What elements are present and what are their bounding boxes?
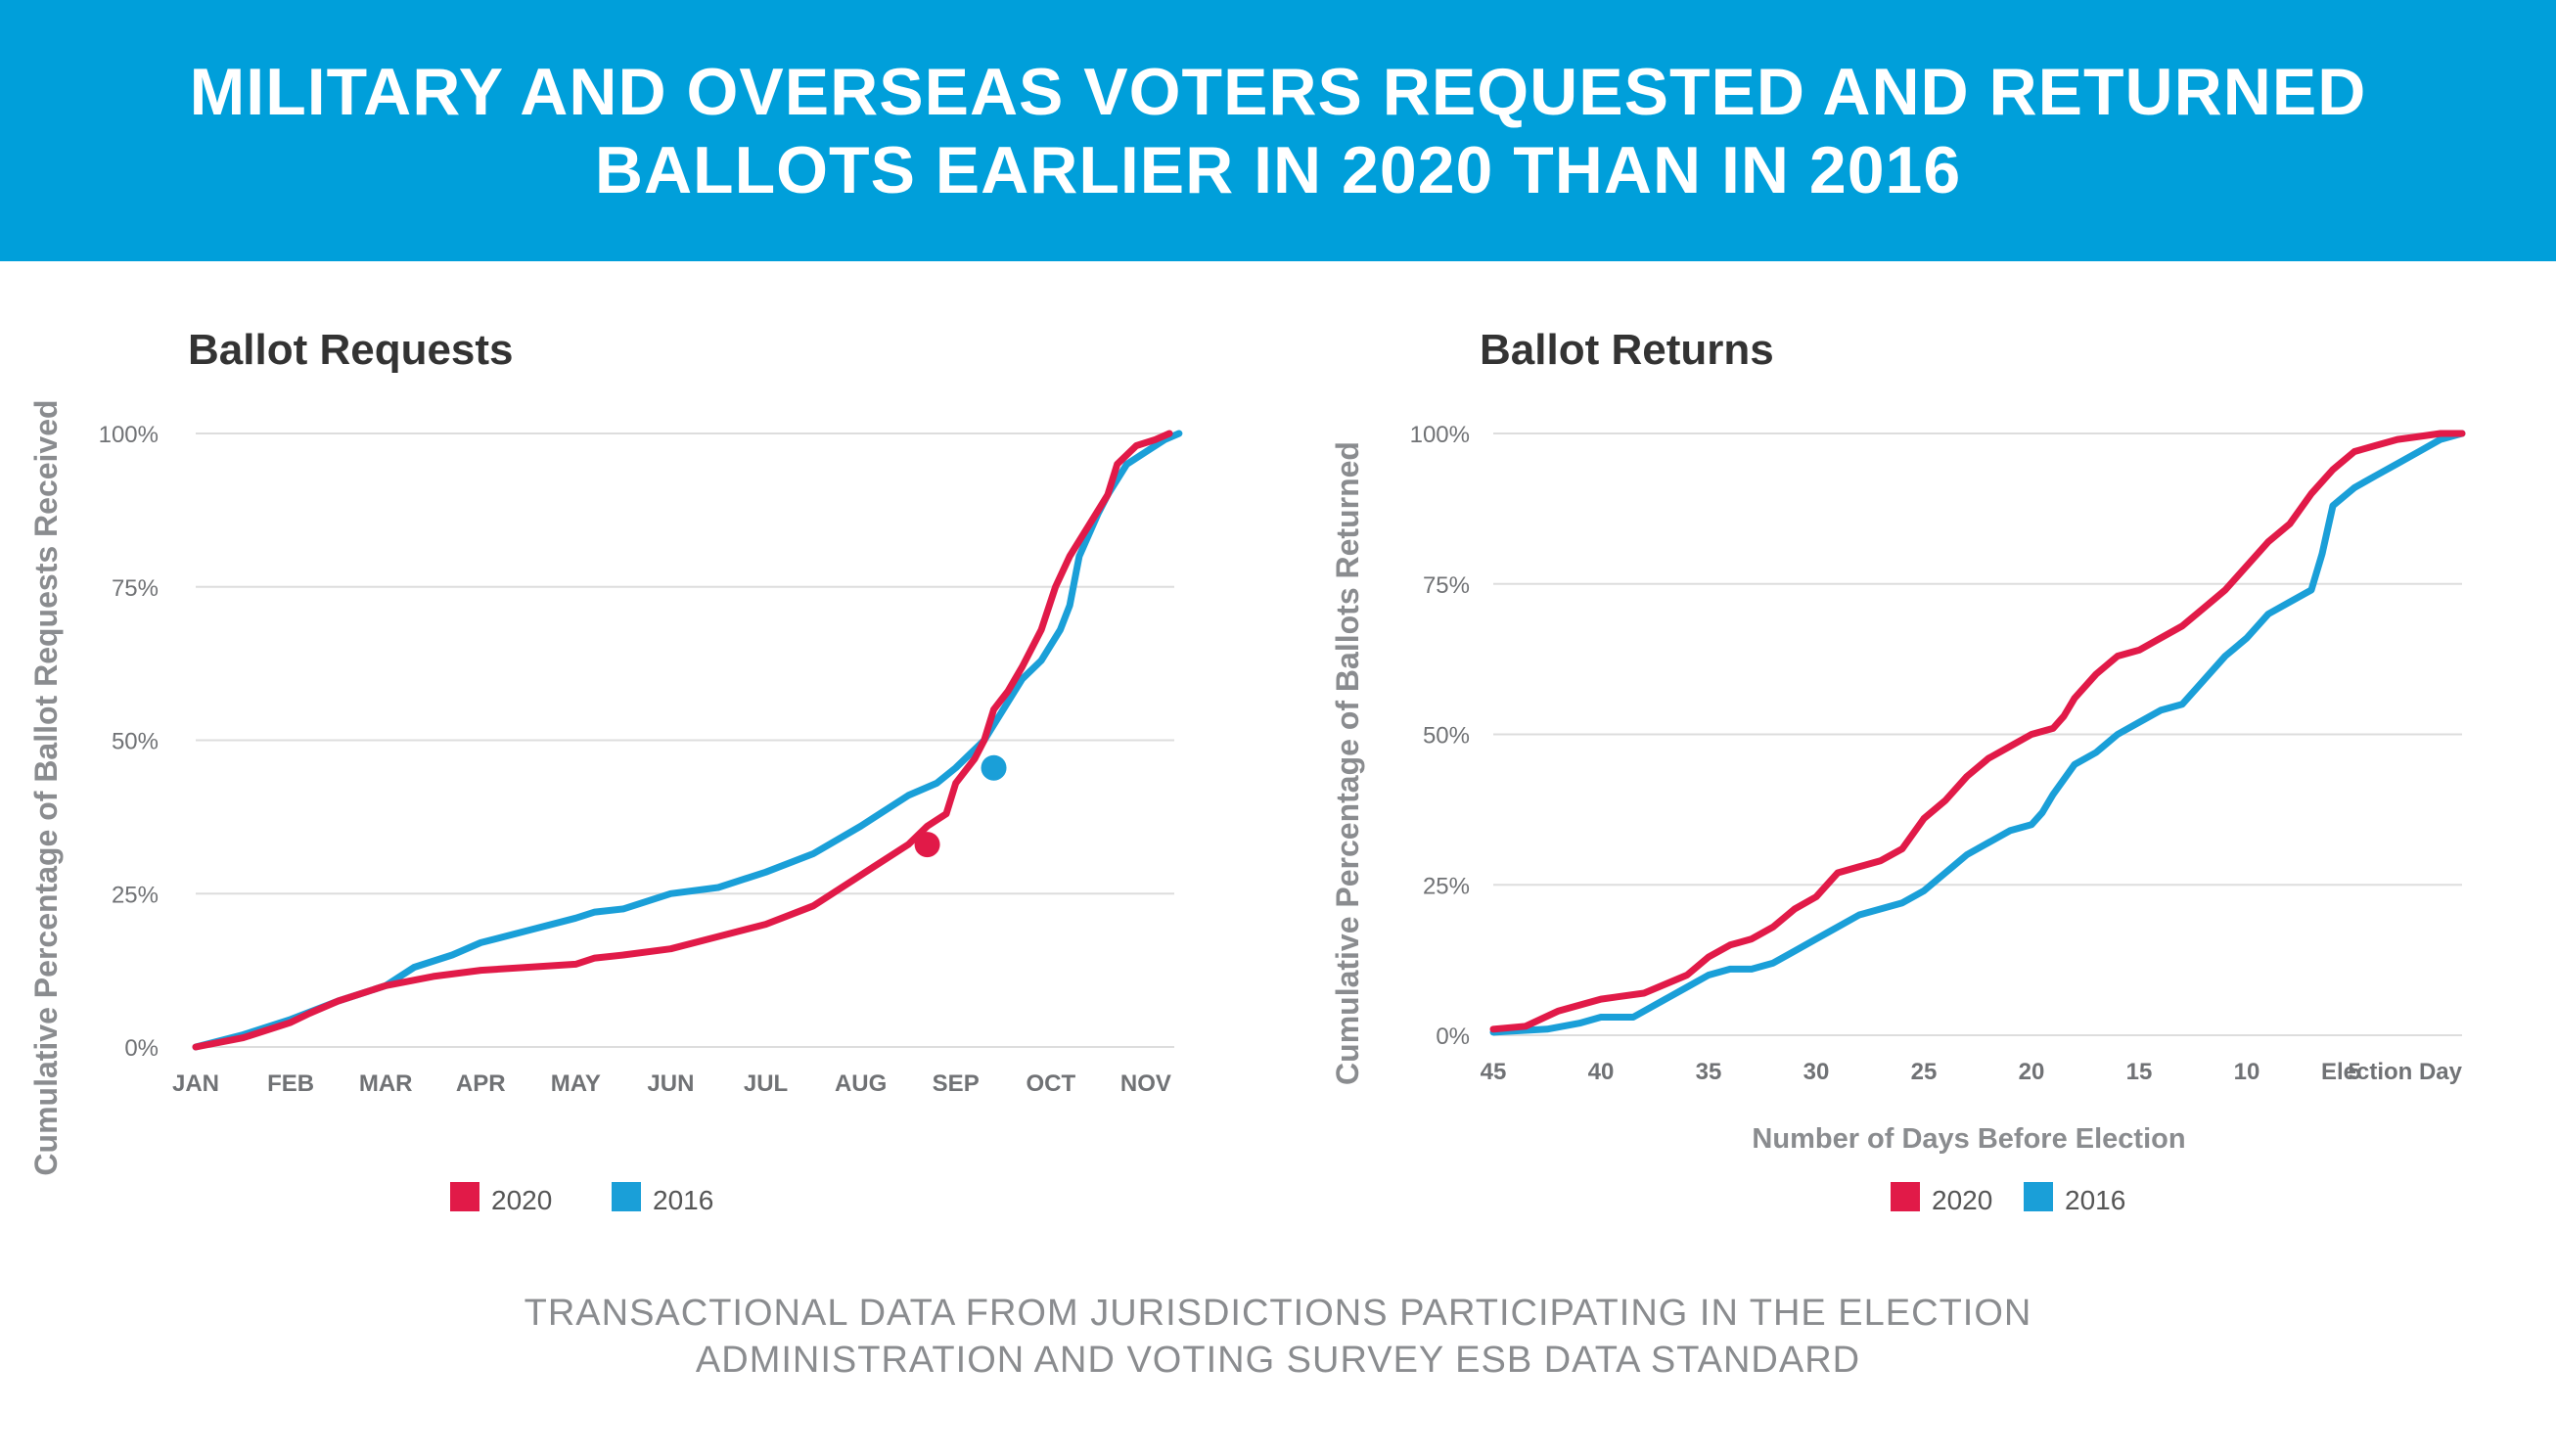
x-tick-label: NOV [1120,1070,1171,1097]
legend-swatch-2020 [450,1182,479,1211]
x-tick-label: 35 [1696,1059,1722,1085]
x-axis-title: Number of Days Before Election [1752,1123,2185,1155]
y-tick-label: 100% [99,422,159,448]
x-tick-label: 5 [2348,1059,2360,1085]
y-tick-label: 0% [124,1035,159,1062]
x-tick-label: 40 [1588,1059,1615,1085]
series-line-2020 [1489,430,2466,1033]
y-axis-title: Cumulative Percentage of Ballot Requests… [28,399,64,1175]
y-tick-label: 25% [1423,873,1470,899]
x-tick-label: 45 [1481,1059,1507,1085]
y-tick-label: 50% [112,729,159,755]
y-tick-label: 50% [1423,723,1470,750]
x-tick-label: APR [456,1070,506,1097]
main-title: MILITARY AND OVERSEAS VOTERS REQUESTED A… [189,54,2367,207]
x-tick-label: JAN [172,1070,219,1097]
series-line-2020 [192,430,1173,1051]
legend-label-2020: 2020 [491,1185,552,1215]
series-marker-2020 [914,832,940,858]
x-tick-label: MAY [551,1070,601,1097]
legend-swatch-2016 [612,1182,641,1211]
ballot-requests-chart: Ballot Requests 0% 25% 50% 75% 100% JAN FEB MAR A… [28,326,1183,1215]
x-tick-label: AUG [835,1070,887,1097]
x-tick-label: Election Day [2321,1059,2463,1085]
legend-label-2020: 2020 [1932,1185,1992,1215]
x-tick-label: FEB [267,1070,314,1097]
y-tick-label: 75% [112,575,159,602]
x-tick-label: 10 [2234,1059,2260,1085]
x-tick-label: 25 [1911,1059,1938,1085]
y-axis-title: Cumulative Percentage of Ballots Returne… [1330,441,1365,1085]
y-tick-label: 25% [112,882,159,908]
header-banner: MILITARY AND OVERSEAS VOTERS REQUESTED A… [0,0,2556,261]
x-tick-label: MAR [359,1070,413,1097]
series-line-2016 [1489,430,2466,1036]
x-tick-label: 30 [1803,1059,1830,1085]
chart-title: Ballot Returns [1480,326,1774,374]
legend-label-2016: 2016 [2065,1185,2125,1215]
x-tick-label: 15 [2126,1059,2153,1085]
series-line-2016 [192,430,1183,1051]
y-tick-label: 0% [1436,1024,1470,1050]
x-tick-label: OCT [1026,1070,1075,1097]
source-line-2: ADMINISTRATION AND VOTING SURVEY ESB DAT… [695,1340,1861,1381]
legend-swatch-2016 [2024,1182,2053,1211]
ballot-returns-chart: Ballot Returns 0% 25% 50% 75% 100% 45 40 35 30 25 2… [1330,326,2466,1215]
y-tick-label: 75% [1423,572,1470,599]
x-tick-label: 20 [2019,1059,2045,1085]
x-tick-label: JUL [744,1070,788,1097]
source-line-1: TRANSACTIONAL DATA FROM JURISDICTIONS PA… [524,1293,2032,1334]
chart-title: Ballot Requests [188,326,514,374]
legend-swatch-2020 [1891,1182,1920,1211]
x-tick-label: SEP [933,1070,980,1097]
x-tick-label: JUN [647,1070,694,1097]
legend-label-2016: 2016 [653,1185,713,1215]
series-marker-2016 [981,754,1007,781]
source-note: TRANSACTIONAL DATA FROM JURISDICTIONS PA… [0,1290,2556,1384]
y-tick-label: 100% [1410,422,1470,448]
